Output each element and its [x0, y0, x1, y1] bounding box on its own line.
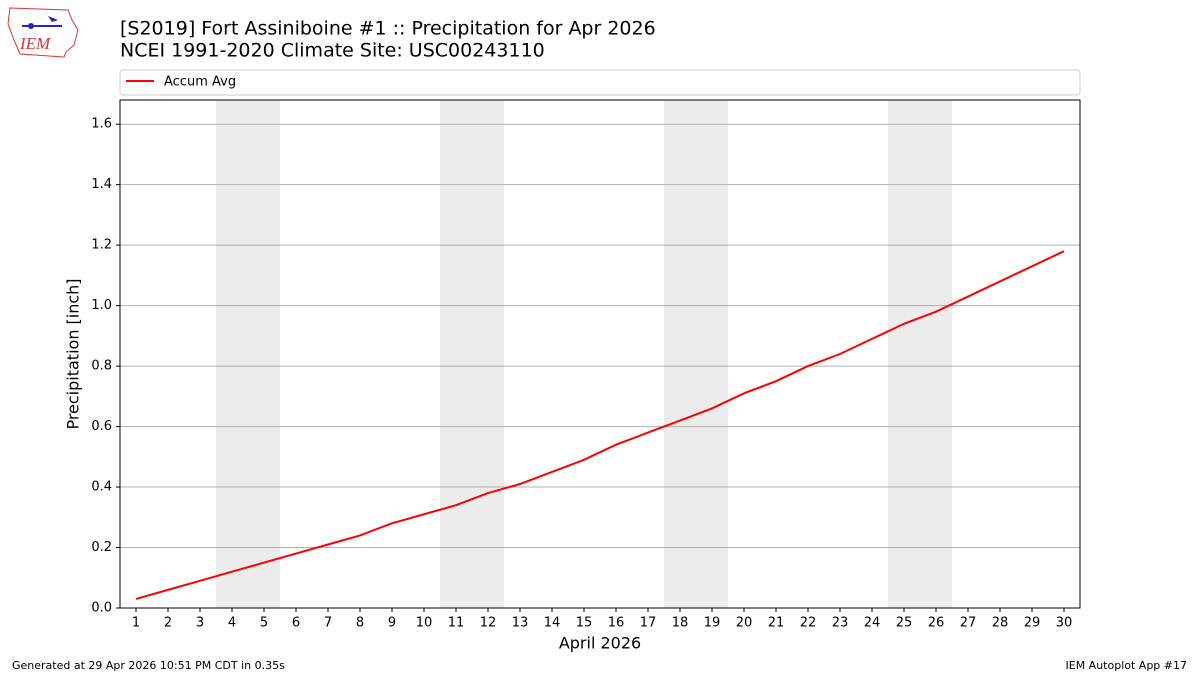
x-tick-label: 13: [512, 616, 529, 631]
x-tick-label: 25: [896, 616, 913, 631]
weekend-shade: [888, 100, 952, 608]
weekend-shade: [216, 100, 280, 608]
x-tick-label: 5: [260, 616, 268, 631]
x-tick-label: 8: [356, 616, 364, 631]
x-tick-label: 23: [832, 616, 849, 631]
y-tick-label: 0.8: [91, 359, 112, 374]
y-tick-label: 0.2: [91, 540, 112, 555]
x-tick-label: 9: [388, 616, 396, 631]
logo: IEM: [7, 7, 79, 58]
logo-flag: [48, 16, 58, 22]
data-line: [135, 250, 1065, 600]
x-axis-label: April 2026: [559, 634, 641, 653]
x-tick-label: 3: [196, 616, 204, 631]
y-tick-label: 1.6: [91, 117, 112, 132]
x-tick-label: 24: [864, 616, 881, 631]
x-tick-label: 12: [480, 616, 497, 631]
legend-box: [119, 69, 1081, 96]
y-tick-label: 1.0: [91, 298, 112, 313]
x-tick-label: 16: [608, 616, 625, 631]
chart-title: [S2019] Fort Assiniboine #1 :: Precipita…: [120, 18, 656, 40]
footer-right: IEM Autoplot App #17: [1066, 659, 1188, 672]
x-tick-label: 20: [736, 616, 753, 631]
y-tick-label: 0.0: [91, 601, 112, 616]
x-tick-label: 1: [132, 616, 140, 631]
plot-frame: [119, 99, 1081, 609]
x-tick-label: 29: [1024, 616, 1041, 631]
plot-area: 0.00.20.40.60.81.01.21.41.61 2 3 4 5 6 7 8 9 10 11…: [91, 69, 1081, 631]
y-axis-label: Precipitation [inch]: [64, 278, 83, 429]
weekend-shade: [440, 100, 504, 608]
x-tick-label: 6: [292, 616, 300, 631]
chart-subtitle: NCEI 1991-2020 Climate Site: USC00243110: [120, 40, 545, 62]
y-tick-label: 0.4: [91, 480, 112, 495]
x-tick-label: 21: [768, 616, 785, 631]
x-tick-label: 28: [992, 616, 1009, 631]
y-tick-label: 1.4: [91, 177, 112, 192]
x-tick-label: 26: [928, 616, 945, 631]
x-tick-label: 7: [324, 616, 332, 631]
x-tick-label: 10: [416, 616, 433, 631]
x-tick-label: 27: [960, 616, 977, 631]
legend-label: Accum Avg: [164, 75, 236, 90]
logo-text: IEM: [19, 34, 51, 53]
x-tick-label: 14: [544, 616, 561, 631]
x-tick-label: 22: [800, 616, 817, 631]
x-tick-label: 15: [576, 616, 593, 631]
x-tick-label: 2: [164, 616, 172, 631]
weekend-shade: [664, 100, 728, 608]
y-tick-label: 0.6: [91, 419, 112, 434]
y-tick-label: 1.2: [91, 238, 112, 253]
logo-outline: [7, 7, 79, 58]
x-tick-label: 19: [704, 616, 721, 631]
logo-dot: [28, 23, 34, 29]
footer-left: Generated at 29 Apr 2026 10:51 PM CDT in…: [12, 659, 285, 672]
x-tick-label: 4: [228, 616, 236, 631]
x-tick-label: 11: [448, 616, 465, 631]
x-tick-label: 18: [672, 616, 689, 631]
x-tick-label: 30: [1056, 616, 1073, 631]
legend: Accum Avg: [119, 69, 1081, 96]
x-tick-label: 17: [640, 616, 657, 631]
